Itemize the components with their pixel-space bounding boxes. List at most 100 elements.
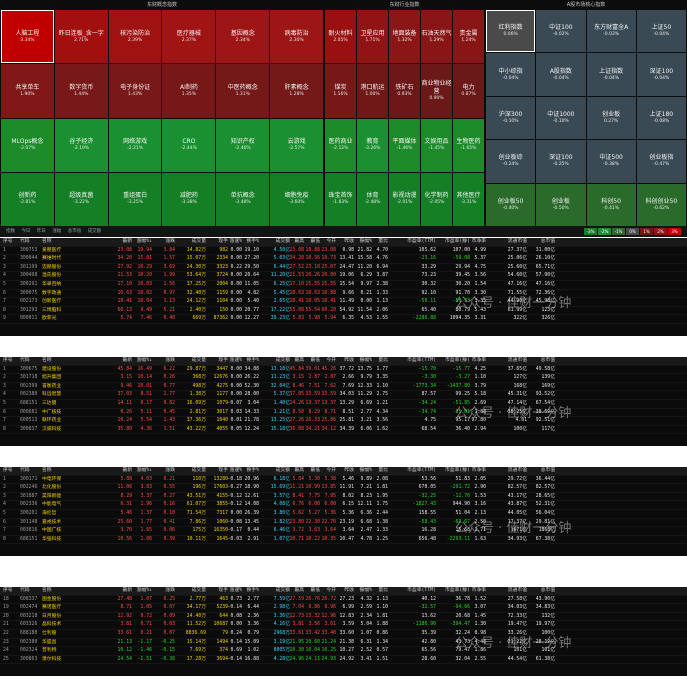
column-header[interactable]: 市盈率(TTM) [407,468,436,473]
column-header[interactable]: 最高 [294,468,304,473]
column-header[interactable]: 最低 [310,468,320,473]
table-row[interactable]: 8 301293 三博脑科 60.13 9.49 5.21 2.40万 150 0.00 20.7… [0,307,687,316]
heatmap-tile[interactable]: 中小综指 -0.04% [486,53,536,96]
table-row[interactable]: 8 688151 华强科技 10.56 1.06 0.39 10.11万 1645 -0.03 2… [0,536,687,545]
heatmap-tile[interactable]: AI制药 1.35% [162,64,216,118]
column-header[interactable]: 市盈率(TTM) [407,358,436,363]
heatmap-tile[interactable]: 创业板 0.27% [586,96,636,140]
column-header[interactable]: 今开 [326,588,336,593]
toolbar-item[interactable]: 涨幅 [52,229,62,234]
column-header[interactable]: 市盈率(TTM) [407,239,436,244]
heatmap-tile[interactable]: 其他医疗 -3.31% [453,172,484,226]
table-row[interactable]: 4 002380 科远智慧 37.03 8.51 2.77 1.38万 1177 0.00 28.… [0,391,687,400]
column-header[interactable]: 总市值 [540,239,555,244]
column-header[interactable]: 量比 [378,358,388,363]
table-row[interactable]: 4 002336 中能电气 6.31 1.96 0.16 61.07万 3855 -0.12 14… [0,501,687,510]
table-row[interactable]: 2 002246 北化股份 11.06 3.83 0.55 196万 17603 -0.27 18… [0,484,687,493]
toolbar-item[interactable]: 今日 [21,229,31,234]
column-header[interactable]: 流通市值 [507,588,527,593]
column-header[interactable]: 代码 [20,358,30,363]
column-header[interactable]: 代码 [20,239,30,244]
heatmap-tile[interactable]: 中证500 -0.38% [586,140,636,183]
column-header[interactable]: 涨幅%↓ [136,588,152,593]
column-header[interactable]: 代码 [20,588,30,593]
column-header[interactable]: 量比 [378,468,388,473]
heatmap-tile[interactable]: 人脑工程 3.34% [1,10,54,64]
column-header[interactable]: 涨幅%↓ [136,239,152,244]
column-header[interactable]: 最高 [294,588,304,593]
heatmap-tile[interactable]: 地面装备 1.32% [389,10,420,64]
column-header[interactable]: 涨跌 [165,239,175,244]
table-row[interactable]: 1 300753 爱朋医疗 23.08 19.94 3.84 14.82万 982 0.00 19… [0,247,687,256]
heatmap-tile[interactable]: A股指数 -0.04% [536,53,586,96]
column-header[interactable]: 涨跌 [165,588,175,593]
heatmap-tile[interactable]: 深证100 -0.04% [636,53,686,96]
column-header[interactable]: 今开 [326,468,336,473]
toolbar-item[interactable]: 成交额 [87,229,102,234]
column-header[interactable]: 成交量 [191,358,206,363]
heatmap-tile[interactable]: 上证50 -0.04% [636,10,686,53]
column-header[interactable]: 现手 [218,239,228,244]
column-header[interactable]: 涨速% [229,358,242,363]
column-header[interactable]: 换手% [246,468,259,473]
heatmap-tile[interactable]: 谷子经济 -2.19% [54,118,108,172]
column-header[interactable]: 涨速% [229,239,242,244]
column-header[interactable]: 总市值 [540,358,555,363]
column-header[interactable]: 昨收 [344,588,354,593]
heatmap-tile[interactable]: 上证指数 -0.04% [586,53,636,96]
toolbar-item[interactable]: 指数 [6,229,15,234]
heatmap-tile[interactable]: 商业物业经营 0.90% [421,64,452,118]
heatmap-tile[interactable]: 核污染防治 2.39% [108,10,162,64]
heatmap-tile[interactable]: 病毒防治 2.30% [270,10,323,64]
heatmap-tile[interactable]: 云游戏 -2.57% [270,118,323,172]
column-header[interactable]: 市净率 [471,468,486,473]
column-header[interactable]: 成交额 [275,239,290,244]
column-header[interactable]: 最新 [122,358,132,363]
heatmap-tile[interactable]: 贵金属 1.24% [453,10,484,64]
toolbar-item[interactable]: 总市值 [67,229,82,234]
heatmap-tile[interactable]: 铁矿石 0.93% [389,64,420,118]
heatmap-tile[interactable]: CRO -2.44% [162,118,216,172]
column-header[interactable]: 昨收 [344,239,354,244]
table-row[interactable]: 6 301148 嘉戎技术 25.60 1.77 0.41 7.86万 1060 -0.08 13… [0,519,687,528]
table-row[interactable]: 2 301718 旭升集团 3.15 10.14 0.26 368万 12676 0.00 26.… [0,374,687,383]
heatmap-tile[interactable]: 细胞免疫 -3.60% [270,172,323,226]
column-header[interactable]: 成交额 [275,588,290,593]
heatmap-tile[interactable]: 电力 0.87% [453,64,484,118]
table-row[interactable]: 1 300171 中电环保 5.88 4.03 0.21 110万 13280 -0.18 20.… [0,476,687,485]
table-row[interactable]: 21 603326 晶科技术 3.81 0.71 0.03 11.52万 10687 0.00 3… [0,621,687,630]
column-header[interactable]: 流通市值 [507,239,527,244]
table-row[interactable]: 5 688151 三达膜 14.11 6.17 0.82 16.09万 1079 -0.07 3.… [0,400,687,409]
heatmap-tile[interactable]: 教育 -3.26% [357,118,388,172]
column-header[interactable]: 振幅% [359,239,372,244]
table-row[interactable]: 9 000011 欧菲光 5.74 7.46 0.40 669万 87362 0.00 12.27… [0,315,687,324]
column-header[interactable]: 现手 [218,588,228,593]
column-header[interactable]: 现手 [218,468,228,473]
table-row[interactable]: 18 608337 国金股份 27.48 1.07 0.25 2.77万 463 0.73 2.7… [0,596,687,605]
column-header[interactable]: 换手% [246,239,259,244]
table-row[interactable]: 6 000681 中广核技 0.26 5.11 0.45 2.81万 3017 0.03 14.3… [0,409,687,418]
heatmap-tile[interactable]: 东方财富全A -0.03% [586,10,636,53]
heatmap-tile[interactable]: 超级真菌 -3.22% [54,172,108,226]
heatmap-tile[interactable]: 科创创业50 -0.62% [636,183,686,226]
heatmap-tile[interactable]: 创业板指 -0.47% [636,140,686,183]
heatmap-tile[interactable]: 平面媒体 -1.46% [389,118,420,172]
heatmap-tile[interactable]: 创新药 -2.81% [1,172,54,226]
heatmap-tile[interactable]: 影视动漫 -2.01% [389,172,420,226]
heatmap-tile[interactable]: 网络游戏 -2.21% [108,118,162,172]
column-header[interactable]: 最新 [122,468,132,473]
table-row[interactable]: 19 002474 赛诺医疗 8.71 1.05 0.07 34.17万 5239 -0.14 6… [0,604,687,613]
heatmap-tile[interactable]: 沪深300 -0.10% [486,96,536,140]
column-header[interactable]: 昨收 [344,468,354,473]
heatmap-tile[interactable]: 科创50 -0.41% [586,183,636,226]
heatmap-tile[interactable]: 创业板50 -0.40% [486,183,536,226]
table-row[interactable]: 3 301887 昊阳新能 8.29 3.37 0.27 43.51万 4155 -0.12 12… [0,493,687,502]
column-header[interactable]: 换手% [246,588,259,593]
table-row[interactable]: 7 003816 中国广核 3.70 1.65 0.06 175万 16350 -0.17 0.4… [0,527,687,536]
heatmap-tile[interactable]: 昨日连板_含一字 2.71% [54,10,108,64]
column-header[interactable]: 最高 [294,358,304,363]
column-header[interactable]: 成交量 [191,468,206,473]
column-header[interactable]: 市盈率(TTM) [407,588,436,593]
heatmap-tile[interactable]: 知识产权 -2.46% [216,118,270,172]
table-row[interactable]: 1 300675 建设股份 45.84 16.49 6.22 29.87万 3447 0.00 3… [0,366,687,375]
